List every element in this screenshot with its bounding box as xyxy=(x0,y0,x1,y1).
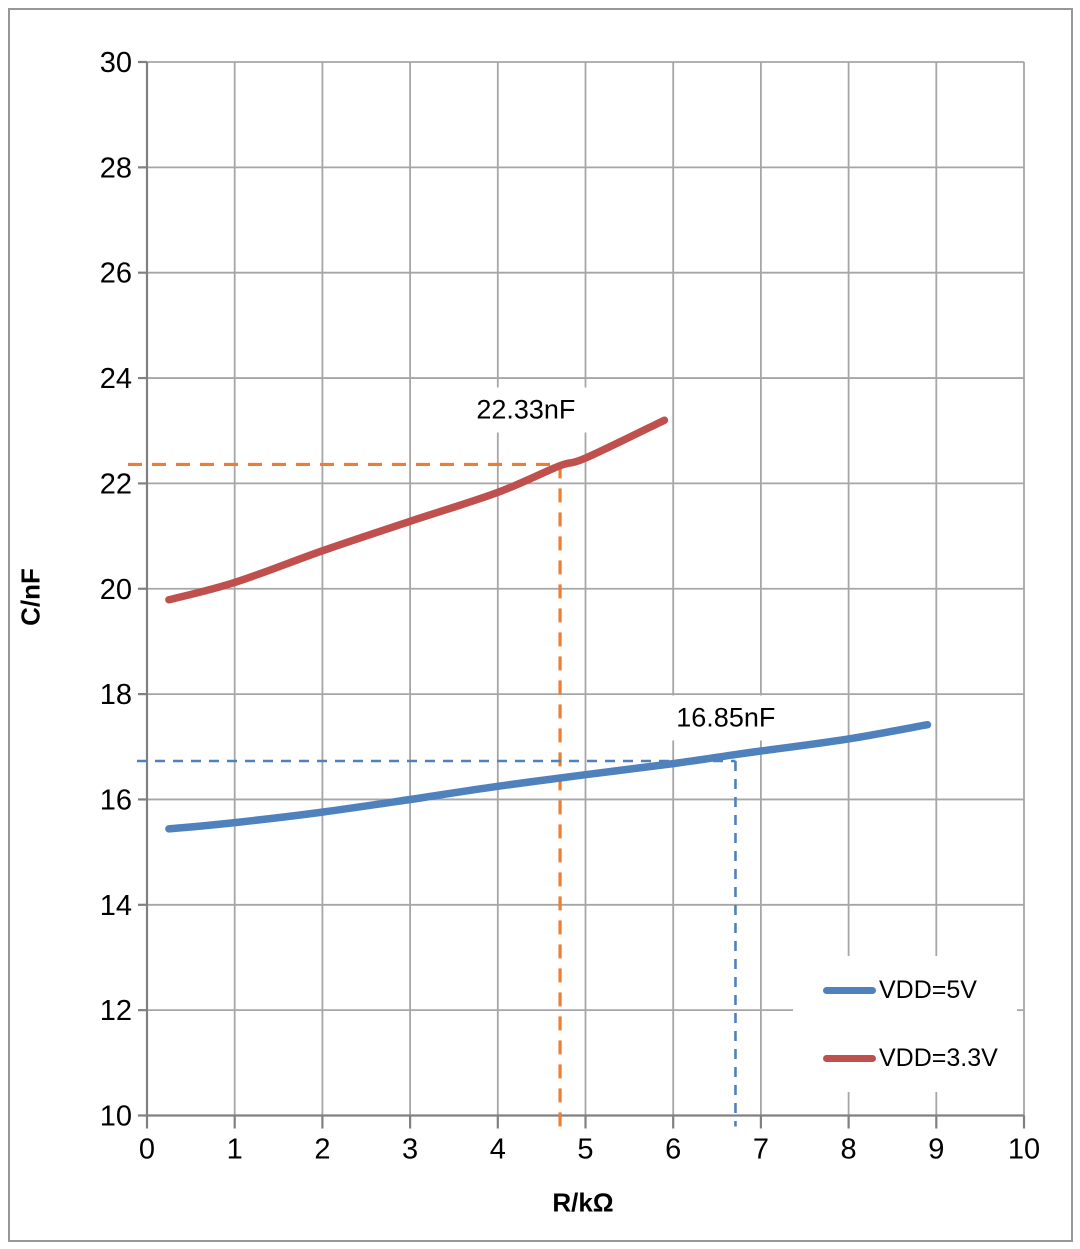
y-tick-label: 20 xyxy=(100,574,132,606)
legend-line-swatch xyxy=(823,1054,876,1062)
x-tick-label: 6 xyxy=(665,1134,681,1166)
y-tick-label: 22 xyxy=(100,468,132,500)
tick-marks xyxy=(138,60,1026,1129)
x-axis-title: R/kΩ xyxy=(552,1187,614,1218)
y-tick-label: 24 xyxy=(100,363,132,395)
y-tick-label: 26 xyxy=(100,258,132,290)
annotation-label: 22.33nF xyxy=(464,387,588,433)
legend-entry: VDD=5V xyxy=(823,976,1017,1005)
x-tick-label: 4 xyxy=(490,1134,506,1166)
legend: VDD=5V VDD=3.3V xyxy=(793,956,1017,1092)
x-tick-label: 0 xyxy=(139,1134,155,1166)
legend-label: VDD=5V xyxy=(879,975,977,1004)
series-line-0 xyxy=(165,720,932,833)
annotation-label: 16.85nF xyxy=(664,695,788,741)
y-tick-label: 28 xyxy=(100,152,132,184)
crosshair-1 xyxy=(137,759,737,1127)
x-tick-label: 9 xyxy=(928,1134,944,1166)
legend-entry: VDD=3.3V xyxy=(823,1044,1017,1073)
y-tick-label: 10 xyxy=(100,1101,132,1133)
y-tick-label: 30 xyxy=(100,47,132,79)
crosshair-0 xyxy=(128,462,562,1127)
x-tick-label: 7 xyxy=(753,1134,769,1166)
x-tick-label: 2 xyxy=(314,1134,330,1166)
x-tick-label: 5 xyxy=(577,1134,593,1166)
legend-label: VDD=3.3V xyxy=(879,1043,998,1072)
series-line-1 xyxy=(165,416,669,604)
x-tick-label: 3 xyxy=(402,1134,418,1166)
y-axis-title: C/nF xyxy=(15,568,46,626)
legend-line-swatch xyxy=(823,986,876,994)
y-tick-label: 14 xyxy=(100,890,132,922)
x-tick-label: 8 xyxy=(841,1134,857,1166)
y-tick-label: 18 xyxy=(100,679,132,711)
y-tick-label: 16 xyxy=(100,784,132,816)
y-tick-label: 12 xyxy=(100,995,132,1027)
x-tick-label: 1 xyxy=(227,1134,243,1166)
x-tick-label: 10 xyxy=(1008,1134,1040,1166)
